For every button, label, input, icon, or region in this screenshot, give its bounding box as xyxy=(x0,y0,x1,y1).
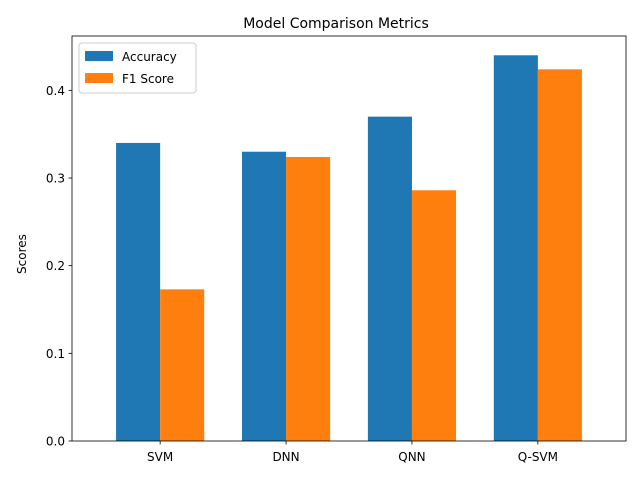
bar-q-svm-f1-score xyxy=(537,69,582,441)
x-tick-label: Q-SVM xyxy=(518,450,558,464)
legend: Accuracy F1 Score xyxy=(78,42,197,94)
y-tick-label: 0.1 xyxy=(46,347,65,361)
x-tick-label: QNN xyxy=(398,450,425,464)
bar-svm-accuracy xyxy=(116,142,161,441)
legend-swatch-f1-score xyxy=(85,73,113,83)
bar-dnn-accuracy xyxy=(241,151,287,441)
bar-svm-f1-score xyxy=(160,289,205,441)
legend-swatch-accuracy xyxy=(85,51,113,61)
bar-q-svm-accuracy xyxy=(493,55,538,441)
x-tick-label: DNN xyxy=(272,450,299,464)
x-tick-label: SVM xyxy=(147,450,173,464)
chart-title: Model Comparison Metrics xyxy=(243,16,429,32)
plot-frame xyxy=(71,35,627,442)
bar-dnn-f1-score xyxy=(286,156,331,441)
bar-qnn-accuracy xyxy=(367,116,412,442)
bar-qnn-f1-score xyxy=(411,190,457,441)
y-tick-label: 0.4 xyxy=(46,84,65,98)
legend-label: F1 Score xyxy=(122,72,174,86)
y-axis-title: Scores xyxy=(15,234,29,274)
y-tick-label: 0.2 xyxy=(46,259,65,273)
plot-area: 0.0 0.1 0.2 0.3 0.4 SVM DNN QNN Q-SVM xyxy=(46,35,627,464)
legend-label: Accuracy xyxy=(122,50,177,64)
y-tick-label: 0.0 xyxy=(46,435,65,449)
y-tick-label: 0.3 xyxy=(46,172,65,186)
